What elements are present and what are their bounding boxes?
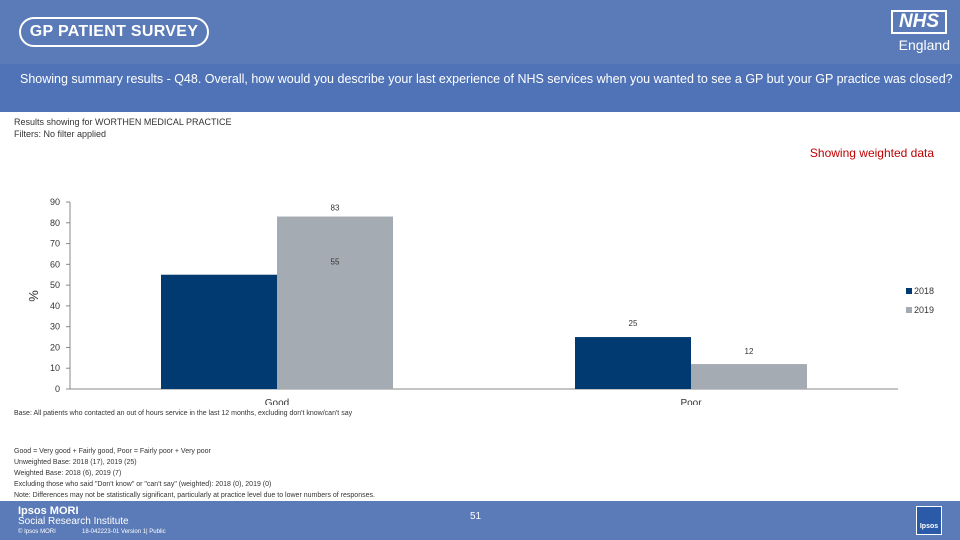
y-tick-label: 60 [50,259,60,269]
bar-chart: 0 10 20 30 40 50 60 70 80 90% Good Poor 83 55 25 12 2018… [26,197,934,405]
legend-label-2019: 2019 [914,305,934,315]
bar-2018-good [161,274,277,389]
data-label: 12 [745,347,754,356]
header-bar: GP PATIENT SURVEY NHS England [0,0,960,64]
institute-name: Social Research Institute [18,516,129,527]
footer-bar: Ipsos MORI Social Research Institute © I… [0,501,960,540]
legend-swatch-2019 [906,307,912,313]
y-tick-label: 80 [50,218,60,228]
y-tick-label: 90 [50,197,60,207]
data-label: 25 [629,319,638,328]
results-meta: Results showing for WORTHEN MEDICAL PRAC… [14,116,232,140]
y-tick-label: 20 [50,342,60,352]
copyright: © Ipsos MORI [18,529,56,535]
bar-2018-poor [575,337,691,389]
y-tick-label: 10 [50,363,60,373]
note-line: Weighted Base: 2018 (6), 2019 (7) [14,470,122,477]
y-tick-label: 40 [50,301,60,311]
nhs-logo: NHS [891,10,947,34]
gp-patient-survey-logo: GP PATIENT SURVEY [19,17,209,47]
note-line: Good = Very good + Fairly good, Poor = F… [14,448,211,455]
question-text: Showing summary results - Q48. Overall, … [20,72,953,86]
weighted-data-note: Showing weighted data [809,146,934,160]
base-note: Base: All patients who contacted an out … [14,410,353,417]
company-name: Ipsos MORI [18,505,79,517]
legend-label-2018: 2018 [914,286,934,296]
page-number: 51 [470,511,482,522]
note-line: Excluding those who said "Don't know" or… [14,481,272,488]
note-line: Note: Differences may not be statistical… [14,492,375,499]
x-category-label: Poor [680,398,702,405]
y-tick-label: 30 [50,322,60,332]
question-bar: Showing summary results - Q48. Overall, … [0,64,960,112]
y-tick-label: 50 [50,280,60,290]
note-line: Unweighted Base: 2018 (17), 2019 (25) [14,459,137,466]
notes-block: Good = Very good + Fairly good, Poor = F… [14,446,375,501]
job-reference: 18-042223-01 Version 1| Public [82,529,166,535]
data-label: 83 [331,204,340,213]
nhs-england-label: England [898,37,950,53]
practice-line: Results showing for WORTHEN MEDICAL PRAC… [14,117,232,127]
bar-2019-poor [691,364,807,389]
filters-line: Filters: No filter applied [14,129,107,139]
y-axis-label: % [26,290,41,302]
y-tick-label: 0 [55,384,60,394]
legend-swatch-2018 [906,288,912,294]
y-tick-label: 70 [50,239,60,249]
x-category-label: Good [265,398,289,405]
bar-2019-good [277,216,393,389]
ipsos-logo: Ipsos [916,506,942,535]
data-label: 55 [331,258,340,267]
